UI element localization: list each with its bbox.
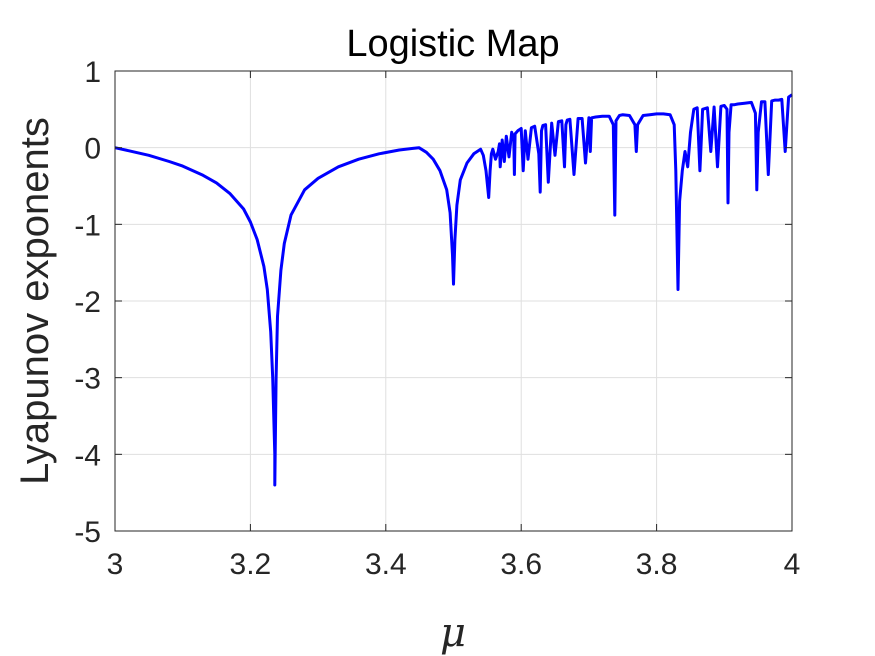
x-tick-label: 3.6 [500,548,542,581]
x-axis: 3 3.2 3.4 3.6 3.8 4 [107,71,801,581]
chart-title: Logistic Map [346,23,559,65]
y-tick-label: -1 [74,209,101,242]
y-tick-label: 1 [84,56,101,89]
y-tick-label: -2 [74,286,101,319]
x-tick-label: 3 [107,548,124,581]
y-tick-label: -3 [74,363,101,396]
x-axis-label: μ [440,610,466,656]
x-tick-label: 4 [784,548,801,581]
x-tick-label: 3.8 [636,548,678,581]
y-tick-label: -5 [74,516,101,549]
y-tick-label: -4 [74,439,101,472]
x-tick-label: 3.4 [365,548,407,581]
lyapunov-series-line [114,93,793,487]
y-axis-label: Lyapunov exponents [13,117,57,485]
x-tick-label: 3.2 [230,548,272,581]
y-axis: -5 -4 -3 -2 -1 0 1 [74,56,792,549]
y-tick-label: 0 [84,133,101,166]
